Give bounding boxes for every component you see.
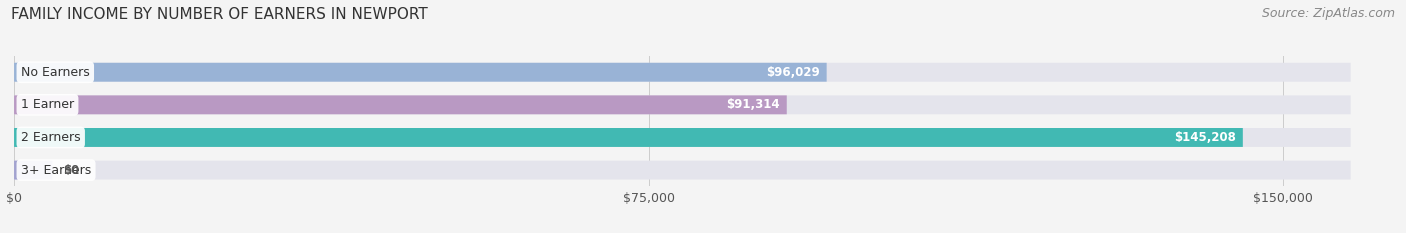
Text: $96,029: $96,029	[766, 66, 820, 79]
Text: FAMILY INCOME BY NUMBER OF EARNERS IN NEWPORT: FAMILY INCOME BY NUMBER OF EARNERS IN NE…	[11, 7, 427, 22]
Text: $91,314: $91,314	[727, 98, 780, 111]
Text: $145,208: $145,208	[1174, 131, 1236, 144]
FancyBboxPatch shape	[14, 63, 1351, 82]
Text: No Earners: No Earners	[21, 66, 90, 79]
FancyBboxPatch shape	[14, 128, 1243, 147]
FancyBboxPatch shape	[14, 128, 1351, 147]
Text: $0: $0	[63, 164, 80, 177]
Text: Source: ZipAtlas.com: Source: ZipAtlas.com	[1261, 7, 1395, 20]
Text: 2 Earners: 2 Earners	[21, 131, 80, 144]
Text: 1 Earner: 1 Earner	[21, 98, 75, 111]
FancyBboxPatch shape	[14, 95, 787, 114]
FancyBboxPatch shape	[14, 161, 1351, 180]
Text: 3+ Earners: 3+ Earners	[21, 164, 91, 177]
FancyBboxPatch shape	[14, 161, 52, 180]
FancyBboxPatch shape	[14, 95, 1351, 114]
FancyBboxPatch shape	[14, 63, 827, 82]
